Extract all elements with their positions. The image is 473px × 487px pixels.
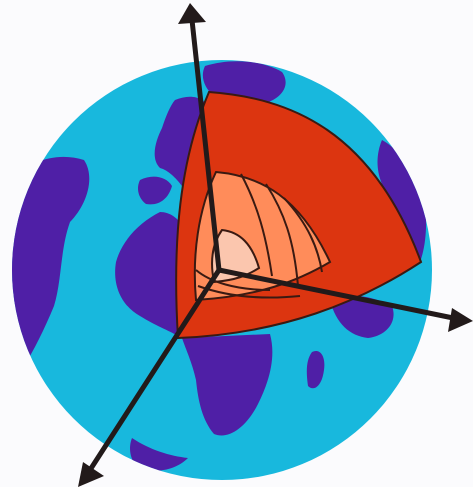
land-europe — [154, 96, 210, 186]
axis-down-left-line — [87, 267, 222, 473]
land-africa-west — [115, 212, 184, 336]
continents — [12, 61, 427, 471]
axis-right-line — [216, 267, 461, 322]
layer-curve-2 — [265, 183, 299, 287]
land-americas — [12, 156, 90, 366]
axes — [78, 3, 473, 487]
axis-up-arrowhead — [178, 3, 206, 24]
land-iberia — [138, 176, 172, 205]
land-south-patch — [130, 438, 188, 471]
layer-curve-3 — [283, 197, 323, 273]
land-arabia — [330, 295, 394, 338]
axis-down-left-arrowhead — [78, 462, 104, 487]
layer-curve-4 — [195, 269, 271, 291]
land-asia — [377, 140, 427, 262]
layer-curve-1 — [240, 173, 273, 277]
land-africa-south — [182, 334, 273, 436]
axis-right-arrowhead — [448, 308, 473, 332]
axis-up-line — [189, 17, 222, 273]
land-madagascar — [306, 350, 325, 389]
